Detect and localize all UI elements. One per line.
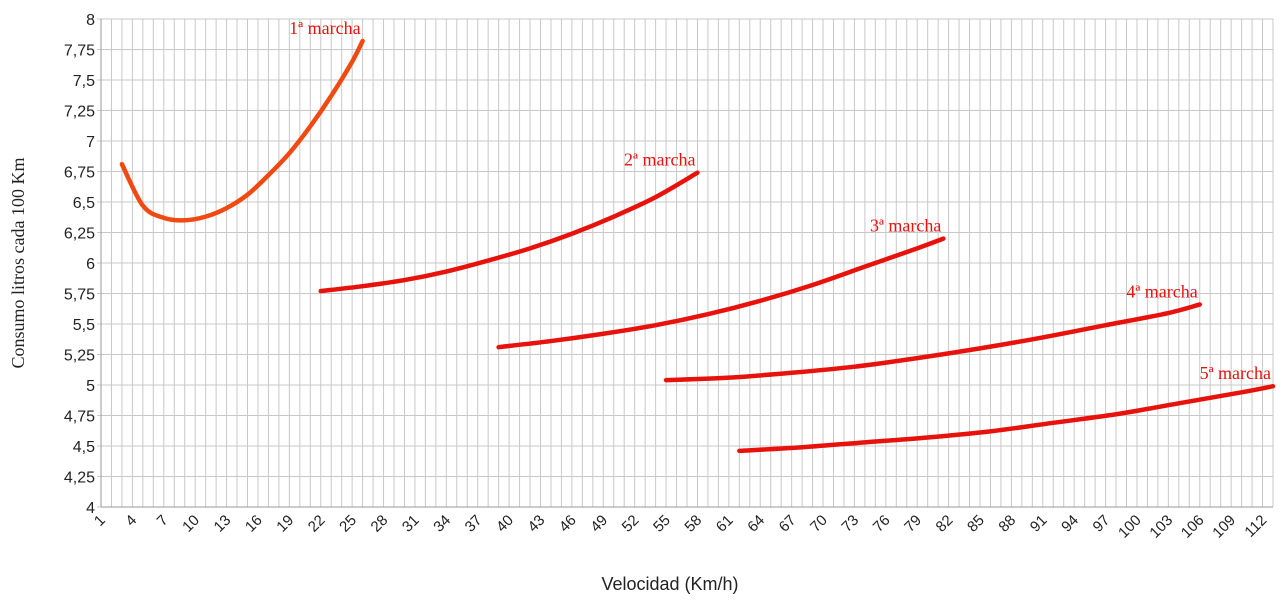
x-tick-label: 70 <box>807 512 831 536</box>
x-tick-label: 76 <box>870 512 894 536</box>
series-label-2: 2ª marcha <box>624 150 695 170</box>
series-labels: 1ª marcha 2ª marcha 3ª marcha 4ª marcha 5ª m… <box>289 18 1271 383</box>
y-tick-label: 4 <box>86 500 95 517</box>
x-tick-label: 28 <box>368 512 392 536</box>
x-tick-label: 73 <box>838 512 862 536</box>
x-tick-label: 67 <box>776 512 800 536</box>
y-tick-label: 5,75 <box>64 287 95 304</box>
x-tick-label: 40 <box>493 512 517 536</box>
x-tick-label: 100 <box>1115 512 1145 542</box>
tick-labels: 4 4,25 4,5 4,75 5 5,25 5,5 5,75 6 6,25 6,5 6,75 7 7,2… <box>64 12 1271 542</box>
x-tick-label: 88 <box>995 512 1019 536</box>
x-tick-label: 1 <box>91 512 109 530</box>
x-tick-label: 112 <box>1241 512 1270 541</box>
series-line-5 <box>737 383 1276 454</box>
y-tick-label: 7 <box>86 134 95 151</box>
series-label-5: 5ª marcha <box>1200 363 1271 383</box>
x-tick-label: 25 <box>336 512 360 536</box>
x-tick-label: 43 <box>525 512 549 536</box>
grid <box>97 18 1274 508</box>
x-tick-label: 10 <box>179 512 203 536</box>
x-tick-label: 58 <box>681 512 705 536</box>
x-tick-label: 22 <box>305 512 329 536</box>
y-tick-label: 7,5 <box>73 73 95 90</box>
x-tick-label: 19 <box>273 512 297 536</box>
x-tick-label: 34 <box>430 512 454 536</box>
series-label-4: 4ª marcha <box>1126 281 1197 301</box>
x-tick-label: 61 <box>713 512 737 536</box>
x-axis-label: Velocidad (Km/h) <box>601 574 738 594</box>
x-tick-label: 103 <box>1146 512 1176 542</box>
y-tick-label: 5,25 <box>64 348 95 365</box>
series-line-2 <box>318 170 700 294</box>
y-tick-label: 6 <box>86 256 95 273</box>
series-line-1 <box>119 38 365 223</box>
series-line-3 <box>496 236 946 350</box>
series-label-1: 1ª marcha <box>289 18 360 38</box>
x-tick-label: 109 <box>1209 512 1239 542</box>
y-tick-label: 6,25 <box>64 226 95 243</box>
x-tick-label: 55 <box>650 512 674 536</box>
series-lines <box>119 38 1276 454</box>
y-tick-label: 8 <box>86 12 95 29</box>
series-label-3: 3ª marcha <box>870 216 941 236</box>
x-tick-label: 49 <box>587 512 611 536</box>
y-tick-label: 4,75 <box>64 409 95 426</box>
x-tick-label: 85 <box>964 512 988 536</box>
x-tick-label: 79 <box>901 512 925 536</box>
x-tick-label: 82 <box>933 512 957 536</box>
axes <box>100 19 1273 508</box>
x-tick-label: 46 <box>556 512 580 536</box>
x-tick-label: 16 <box>242 512 266 536</box>
y-tick-label: 5,5 <box>73 317 95 334</box>
y-tick-label: 4,25 <box>64 470 95 487</box>
x-tick-label: 13 <box>211 512 235 536</box>
y-tick-label: 5 <box>86 378 95 395</box>
y-tick-label: 6,75 <box>64 165 95 182</box>
x-tick-label: 37 <box>462 512 486 536</box>
y-tick-label: 6,5 <box>73 195 95 212</box>
x-tick-label: 4 <box>122 512 140 530</box>
series-line-4 <box>663 302 1202 383</box>
x-tick-label: 91 <box>1027 512 1051 536</box>
y-axis-label: Consumo litros cada 100 Km <box>8 158 28 369</box>
x-tick-label: 52 <box>619 512 643 536</box>
x-tick-label: 31 <box>399 512 423 536</box>
y-tick-label: 7,25 <box>64 104 95 121</box>
x-tick-label: 64 <box>744 512 768 536</box>
x-tick-label: 97 <box>1090 512 1114 536</box>
y-tick-label: 7,75 <box>64 43 95 60</box>
x-tick-label: 106 <box>1178 512 1208 542</box>
x-tick-label: 94 <box>1058 512 1082 536</box>
x-tick-label: 7 <box>154 512 172 530</box>
y-tick-label: 4,5 <box>73 439 95 456</box>
